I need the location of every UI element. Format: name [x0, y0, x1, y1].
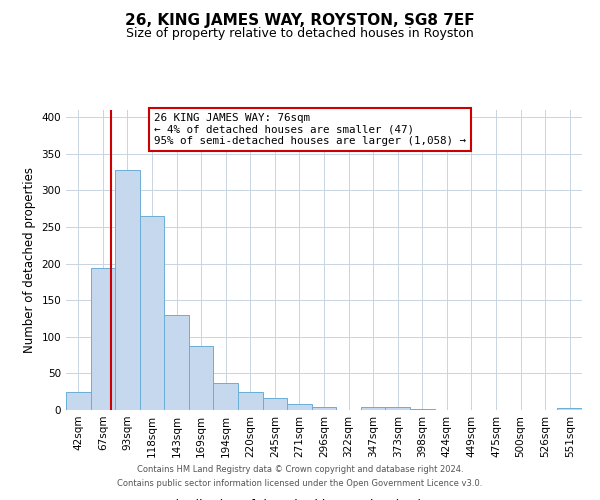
Bar [115, 170, 140, 410]
X-axis label: Distribution of detached houses by size in Royston: Distribution of detached houses by size … [166, 498, 482, 500]
Bar [164, 315, 189, 410]
Y-axis label: Number of detached properties: Number of detached properties [23, 167, 36, 353]
Bar [410, 408, 434, 410]
Bar [312, 407, 336, 410]
Bar [91, 268, 115, 410]
Bar [238, 392, 263, 410]
Bar [189, 346, 214, 410]
Bar [287, 404, 312, 410]
Text: 26, KING JAMES WAY, ROYSTON, SG8 7EF: 26, KING JAMES WAY, ROYSTON, SG8 7EF [125, 12, 475, 28]
Bar [361, 407, 385, 410]
Bar [66, 392, 91, 410]
Bar [140, 216, 164, 410]
Text: 26 KING JAMES WAY: 76sqm
← 4% of detached houses are smaller (47)
95% of semi-de: 26 KING JAMES WAY: 76sqm ← 4% of detache… [154, 113, 466, 146]
Bar [263, 398, 287, 410]
Text: Contains HM Land Registry data © Crown copyright and database right 2024.
Contai: Contains HM Land Registry data © Crown c… [118, 466, 482, 487]
Bar [214, 383, 238, 410]
Bar [385, 407, 410, 410]
Text: Size of property relative to detached houses in Royston: Size of property relative to detached ho… [126, 28, 474, 40]
Bar [557, 408, 582, 410]
